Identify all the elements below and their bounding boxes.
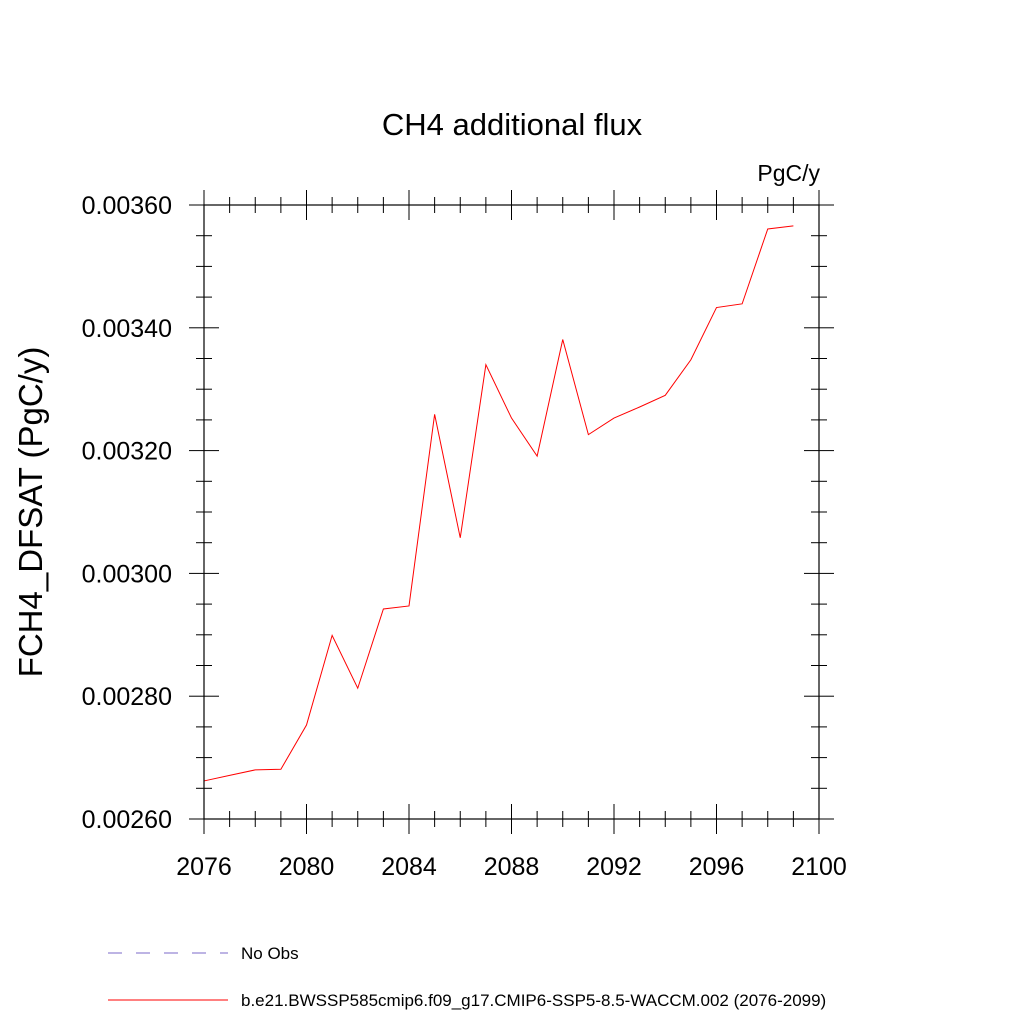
x-tick-label: 2076 <box>176 853 232 881</box>
legend: No Obs b.e21.BWSSP585cmip6.f09_g17.CMIP6… <box>108 944 826 1010</box>
x-tick-label: 2080 <box>279 853 335 881</box>
chart-title: CH4 additional flux <box>382 107 643 142</box>
axis-tick-labels: 2076 2080 2084 2088 2092 2096 2100 0.00260 0.002… <box>82 192 847 881</box>
legend-label-model-run: b.e21.BWSSP585cmip6.f09_g17.CMIP6-SSP5-8… <box>241 991 826 1010</box>
units-label: PgC/y <box>757 160 820 186</box>
y-tick-label: 0.00260 <box>82 806 172 834</box>
series-line-0 <box>203 225 794 782</box>
x-tick-label: 2088 <box>484 853 540 881</box>
y-tick-label: 0.00300 <box>82 560 172 588</box>
y-tick-label: 0.00280 <box>82 683 172 711</box>
plot-frame <box>203 204 820 820</box>
legend-label-no-obs: No Obs <box>241 944 299 963</box>
y-axis-label: FCH4_DFSAT (PgC/y) <box>12 347 49 678</box>
axis-ticks <box>189 190 834 834</box>
x-tick-label: 2096 <box>689 853 745 881</box>
x-tick-label: 2092 <box>586 853 642 881</box>
x-tick-label: 2084 <box>381 853 437 881</box>
x-tick-label: 2100 <box>791 853 847 881</box>
y-tick-label: 0.00340 <box>82 315 172 343</box>
y-tick-label: 0.00320 <box>82 438 172 466</box>
y-tick-label: 0.00360 <box>82 192 172 220</box>
series-layer <box>203 225 794 782</box>
